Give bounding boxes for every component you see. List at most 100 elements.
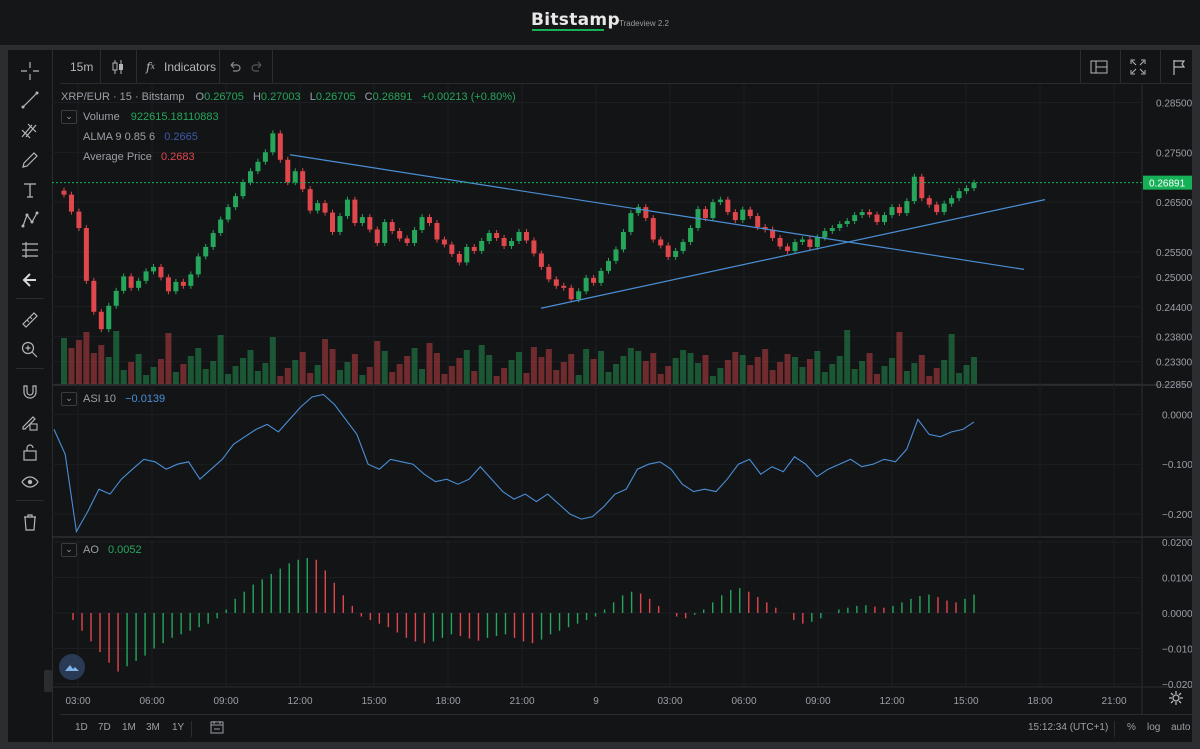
eye-icon[interactable] [18, 470, 42, 494]
volume-bar [732, 352, 739, 384]
candle-body [822, 231, 828, 238]
candle-body [777, 237, 783, 247]
volume-bar [687, 353, 694, 384]
layout-icon[interactable] [1090, 50, 1108, 83]
volume-bar [829, 364, 836, 384]
time-tick-label: 18:00 [435, 696, 460, 707]
candle-body [76, 211, 82, 229]
lock-pencil-icon[interactable] [18, 410, 42, 434]
volume-bar [381, 351, 388, 384]
volume-bar [627, 348, 634, 384]
time-tick-label: 03:00 [65, 696, 90, 707]
trend-line-icon[interactable] [18, 88, 42, 112]
ruler-icon[interactable] [18, 308, 42, 332]
toolbar-divider [1160, 50, 1161, 83]
fullscreen-icon[interactable] [1130, 50, 1146, 83]
collapse-ao-button[interactable]: ⌄ [61, 543, 77, 557]
tradeview-version: Tradeview 2.2 [619, 19, 669, 28]
volume-bar [657, 374, 664, 384]
candle-body [829, 228, 835, 232]
volume-bar [665, 366, 672, 384]
pitchfork-icon[interactable] [18, 118, 42, 142]
candle-body [300, 171, 306, 190]
log-toggle[interactable]: log [1147, 722, 1161, 733]
candle-body [583, 277, 589, 292]
settings-gear-icon[interactable] [1168, 690, 1184, 711]
volume-bar [366, 367, 373, 384]
range-1m[interactable]: 1M [122, 722, 136, 733]
candle-body [285, 159, 291, 183]
watermark-logo[interactable] [59, 654, 85, 680]
text-tool-icon[interactable] [18, 178, 42, 202]
candle-body [613, 249, 619, 261]
interval-selector[interactable]: 15m [70, 59, 94, 74]
arrow-left-icon[interactable] [18, 268, 42, 292]
brand-logo[interactable]: Bitstamp [531, 10, 620, 30]
zoom-in-icon[interactable] [18, 338, 42, 362]
indicators-button[interactable]: Indicators [164, 59, 217, 74]
candle-body [292, 171, 298, 183]
sidebar-divider [16, 368, 44, 369]
collapse-legend-button[interactable]: ⌄ [61, 110, 77, 124]
chart-area[interactable]: 03:00 06:00 09:00 12:00 15:00 18:00 21:00 9 03:0… [52, 84, 1192, 742]
candle-body [956, 191, 962, 199]
volume-bar [874, 374, 881, 384]
collapse-asi-button[interactable]: ⌄ [61, 392, 77, 406]
undo-icon[interactable] [228, 50, 242, 83]
volume-bar [881, 366, 888, 384]
range-1y[interactable]: 1Y [172, 722, 185, 733]
range-1d[interactable]: 1D [75, 722, 88, 733]
avg-price-legend: Average Price 0.2683 [83, 151, 195, 163]
candle-body [844, 221, 850, 225]
sidebar-collapse-handle[interactable] [44, 670, 52, 692]
candle-body [934, 204, 940, 213]
range-7d[interactable]: 7D [98, 722, 111, 733]
candle-body [136, 280, 142, 288]
percent-toggle[interactable]: % [1127, 722, 1136, 733]
ao-value: 0.0052 [107, 544, 142, 556]
flag-icon[interactable] [1172, 50, 1186, 83]
pattern-icon[interactable] [18, 208, 42, 232]
brush-icon[interactable] [18, 148, 42, 172]
trend-line-support [540, 199, 1046, 309]
time-tick-label: 09:00 [213, 696, 238, 707]
unlock-icon[interactable] [18, 440, 42, 464]
candle-body [964, 188, 970, 192]
candle-body [874, 214, 880, 223]
volume-bar [963, 365, 970, 384]
volume-bar [336, 370, 343, 384]
volume-bar [426, 343, 433, 384]
range-3m[interactable]: 3M [146, 722, 160, 733]
magnet-icon[interactable] [18, 380, 42, 404]
volume-bar [948, 334, 955, 384]
candle-body [464, 246, 470, 263]
volume-bar [605, 372, 612, 384]
volume-bar [486, 355, 493, 384]
volume-bar [806, 359, 813, 384]
candles-icon[interactable] [110, 50, 126, 83]
time-tick-label: 21:00 [1101, 696, 1126, 707]
trash-icon[interactable] [18, 510, 42, 534]
toolbar-divider [1120, 50, 1121, 83]
time-tick-label: 21:00 [509, 696, 534, 707]
ao-tick-label: −0.0100 [1162, 645, 1192, 656]
candle-body [270, 133, 276, 153]
volume-bar [307, 373, 314, 384]
candle-body [710, 202, 716, 219]
candle-body [725, 199, 731, 213]
redo-icon[interactable] [250, 50, 264, 83]
candle-body [658, 239, 664, 246]
candle-body [523, 232, 529, 241]
volume-bar [471, 371, 478, 384]
volume-bar [888, 358, 895, 384]
candle-body [896, 207, 902, 214]
auto-toggle[interactable]: auto [1171, 722, 1191, 733]
fib-retracement-icon[interactable] [18, 238, 42, 262]
chart-canvas[interactable]: 03:00 06:00 09:00 12:00 15:00 18:00 21:00 9 03:0… [52, 84, 1192, 714]
candle-body [262, 152, 268, 162]
time-tick-label: 15:00 [953, 696, 978, 707]
date-range-icon[interactable] [210, 720, 224, 737]
crosshair-icon[interactable] [18, 59, 42, 83]
